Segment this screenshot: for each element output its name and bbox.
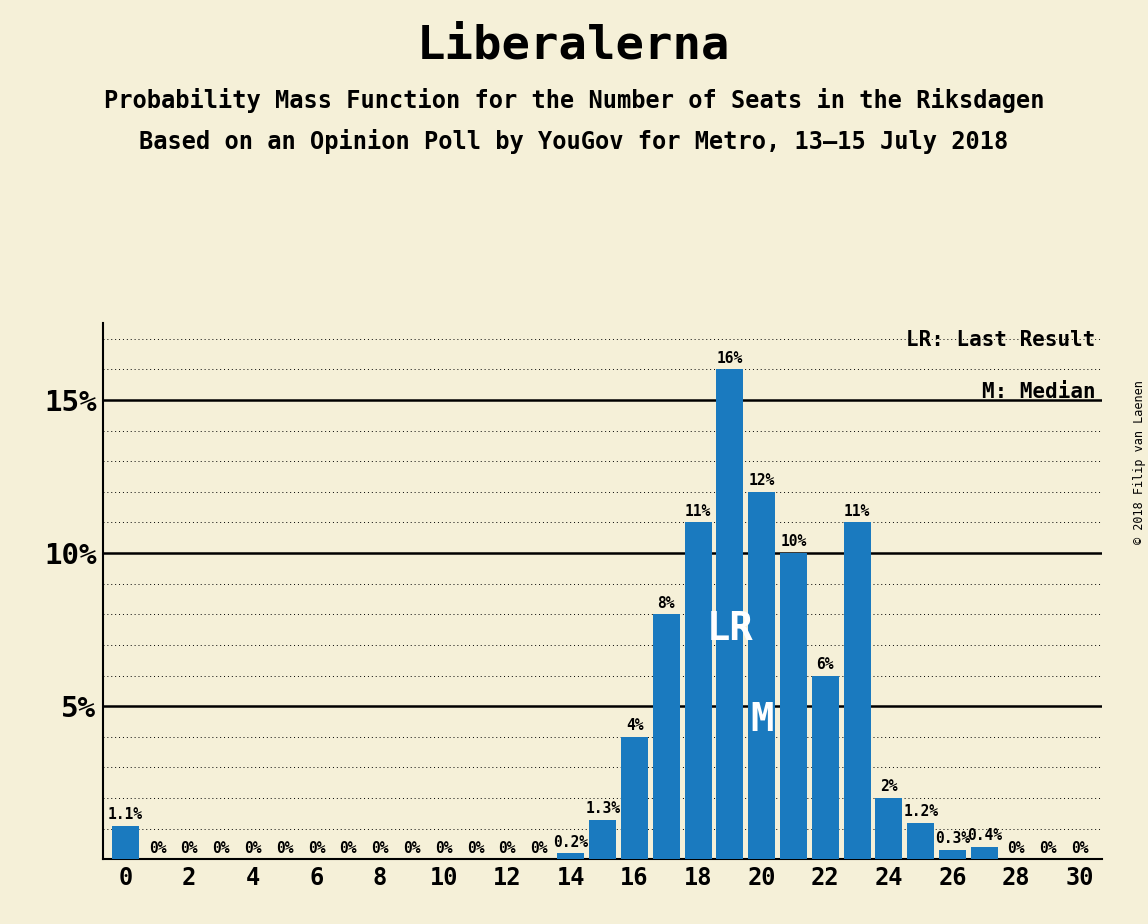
Text: 0%: 0% (498, 841, 517, 856)
Text: 0%: 0% (403, 841, 420, 856)
Bar (653, 614, 680, 859)
Text: 0%: 0% (371, 841, 389, 856)
Text: 0%: 0% (276, 841, 294, 856)
Text: 0%: 0% (1039, 841, 1057, 856)
Bar (907, 822, 934, 859)
Text: 6%: 6% (816, 657, 835, 672)
Bar (779, 553, 807, 859)
Text: Liberalerna: Liberalerna (417, 23, 731, 68)
Text: LR: Last Result: LR: Last Result (906, 330, 1095, 349)
Text: 0.4%: 0.4% (967, 829, 1002, 844)
Bar (589, 820, 616, 859)
Text: 0%: 0% (467, 841, 484, 856)
Text: Probability Mass Function for the Number of Seats in the Riksdagen: Probability Mass Function for the Number… (103, 88, 1045, 113)
Bar (844, 522, 870, 859)
Text: 1.3%: 1.3% (585, 801, 620, 816)
Text: Based on an Opinion Poll by YouGov for Metro, 13–15 July 2018: Based on an Opinion Poll by YouGov for M… (139, 129, 1009, 154)
Text: 1.2%: 1.2% (903, 804, 938, 819)
Text: 0%: 0% (212, 841, 230, 856)
Bar (748, 492, 775, 859)
Text: 2%: 2% (881, 780, 898, 795)
Text: 11%: 11% (844, 504, 870, 518)
Text: 8%: 8% (658, 596, 675, 611)
Bar (939, 850, 967, 859)
Text: 0%: 0% (1071, 841, 1088, 856)
Text: LR: LR (706, 610, 753, 648)
Text: 0%: 0% (340, 841, 357, 856)
Text: 0%: 0% (530, 841, 548, 856)
Bar (113, 826, 139, 859)
Bar (621, 736, 647, 859)
Bar (812, 675, 839, 859)
Text: 10%: 10% (781, 534, 807, 550)
Text: 4%: 4% (626, 718, 643, 733)
Text: © 2018 Filip van Laenen: © 2018 Filip van Laenen (1133, 380, 1147, 544)
Text: 16%: 16% (716, 351, 743, 366)
Bar (684, 522, 712, 859)
Bar (876, 798, 902, 859)
Text: 0%: 0% (1008, 841, 1025, 856)
Bar (558, 853, 584, 859)
Text: 0%: 0% (245, 841, 262, 856)
Text: 1.1%: 1.1% (108, 807, 144, 822)
Text: 11%: 11% (685, 504, 712, 518)
Text: 0%: 0% (435, 841, 452, 856)
Text: 0%: 0% (308, 841, 325, 856)
Bar (971, 847, 998, 859)
Text: 0.3%: 0.3% (936, 832, 970, 846)
Text: 0%: 0% (148, 841, 166, 856)
Text: 12%: 12% (748, 473, 775, 488)
Text: M: M (750, 700, 774, 738)
Text: 0.2%: 0.2% (553, 834, 589, 849)
Text: M: Median: M: Median (982, 382, 1095, 402)
Bar (716, 370, 744, 859)
Text: 0%: 0% (180, 841, 197, 856)
